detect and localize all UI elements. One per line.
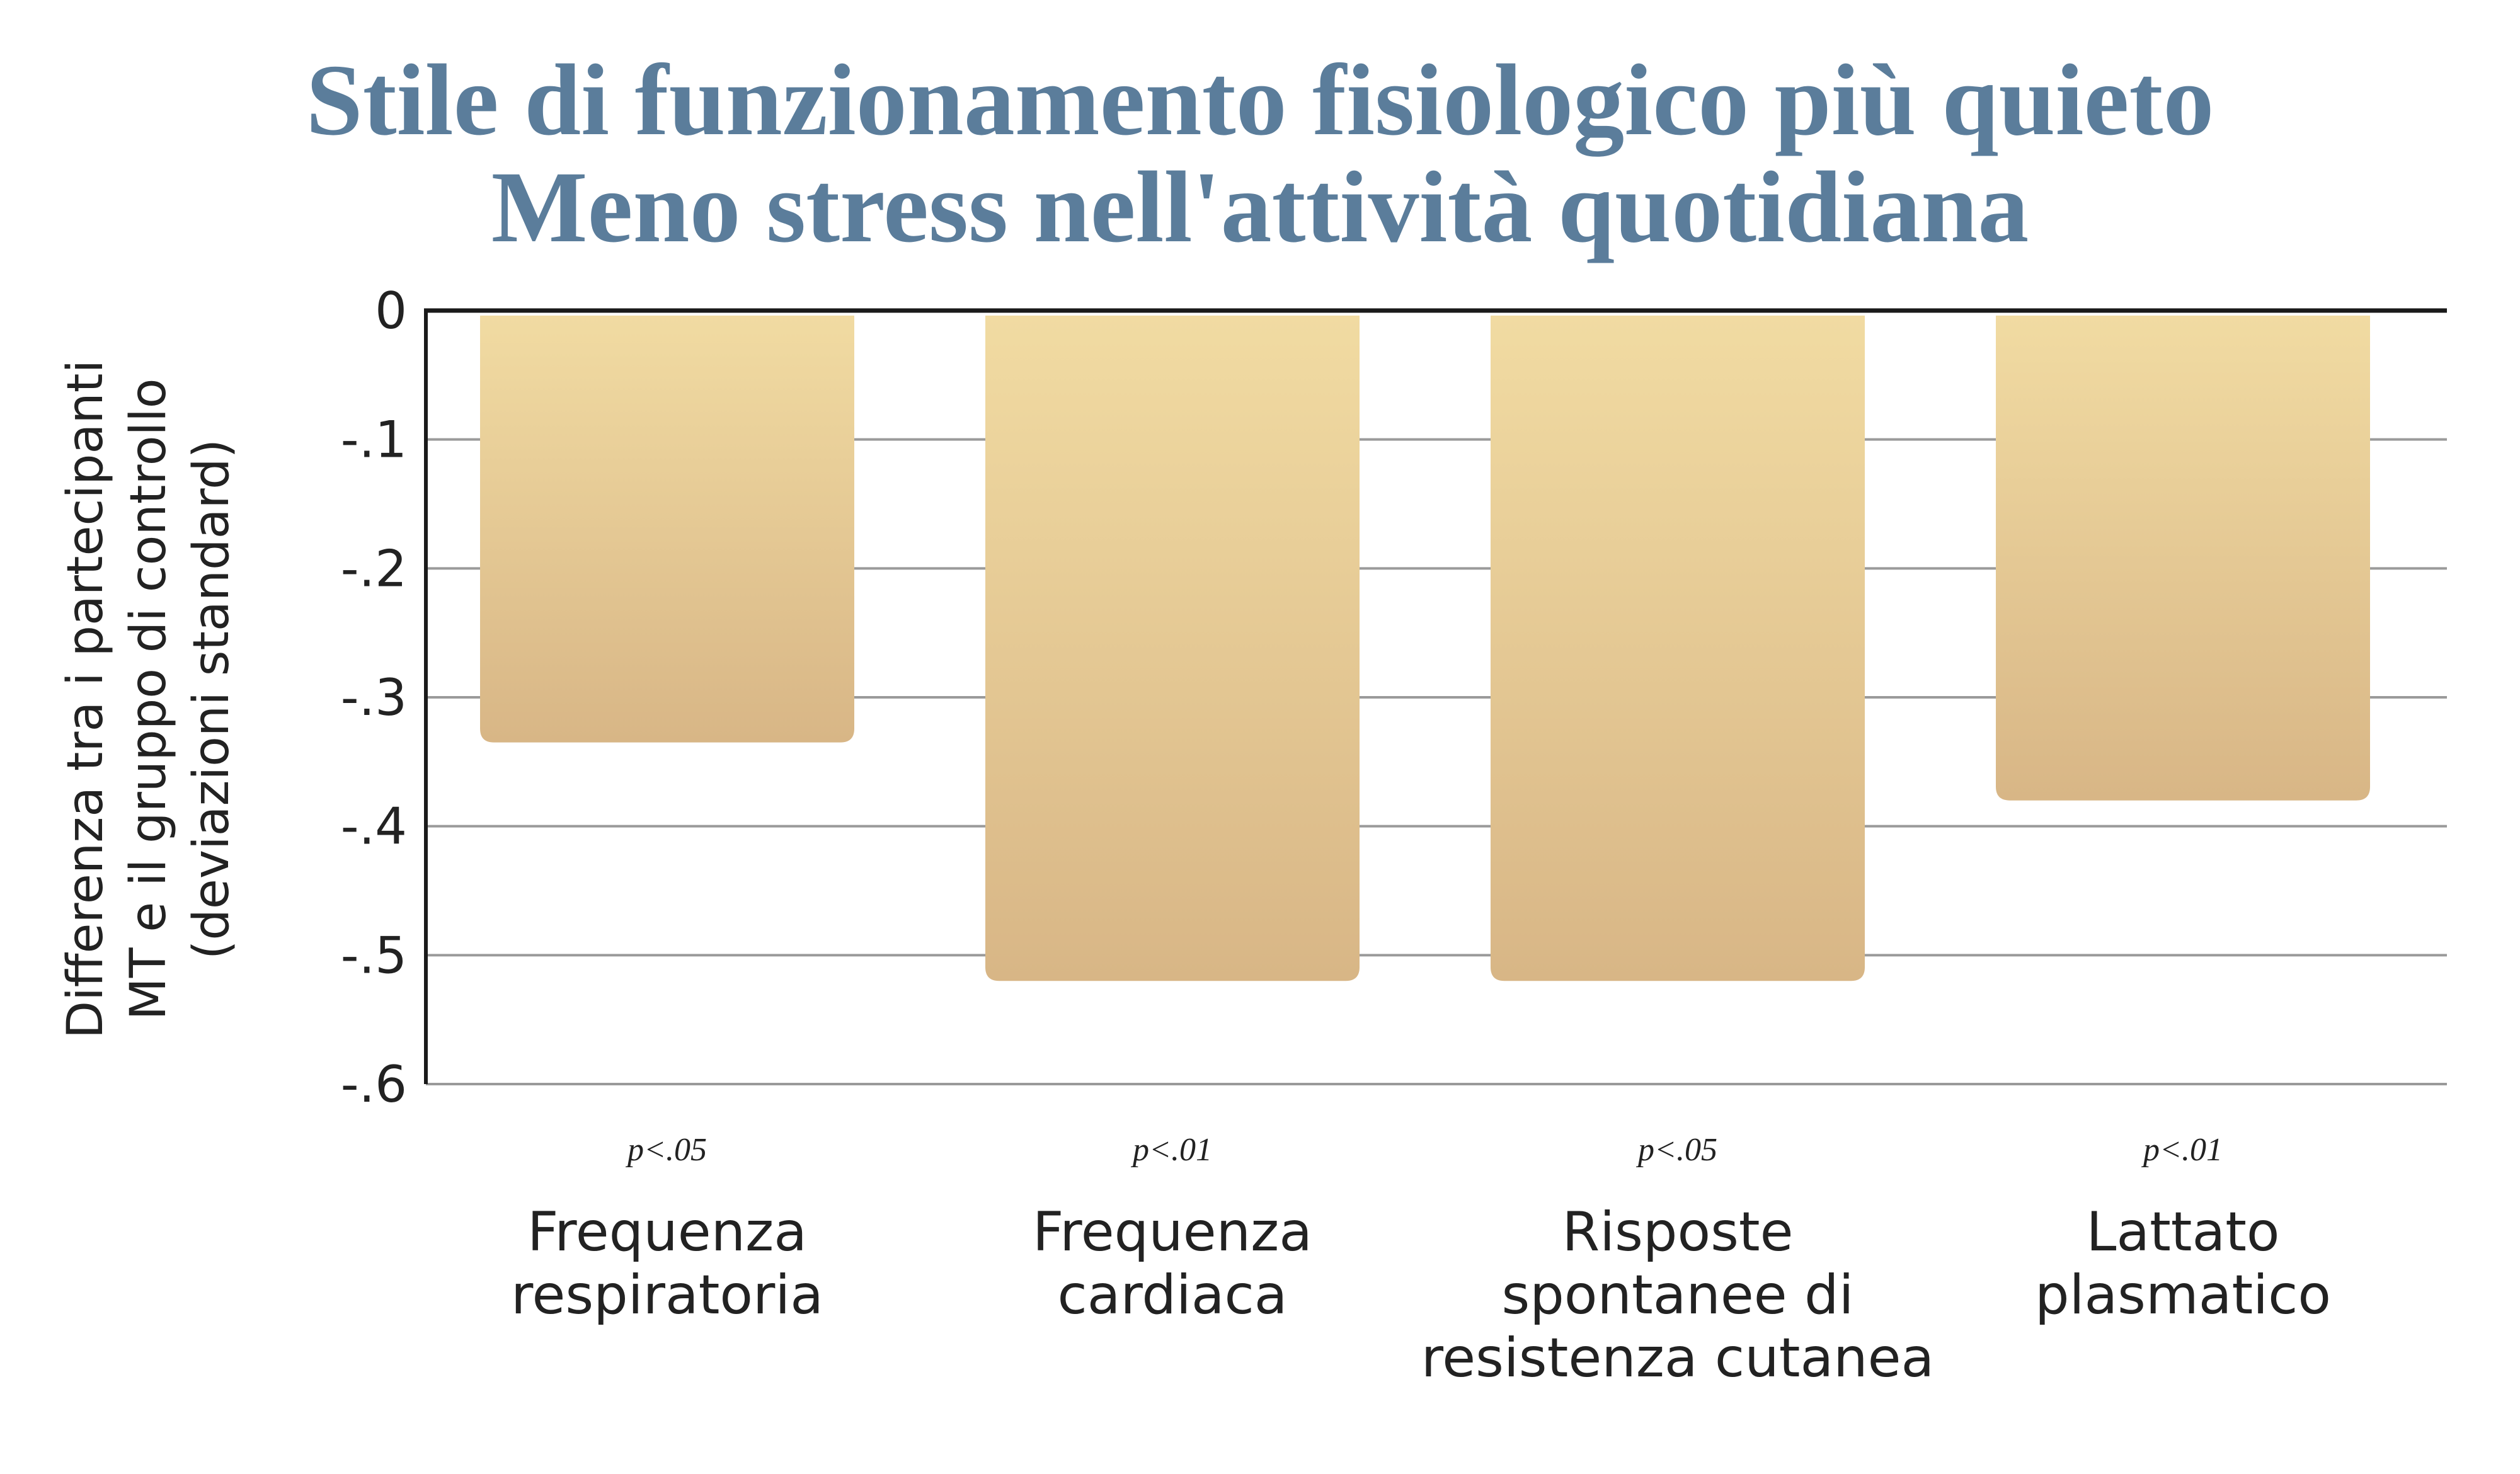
p-value-annotation: p<.05 [625, 1132, 707, 1168]
category-label: cardiaca [1058, 1264, 1288, 1327]
category-label: Frequenza [1033, 1201, 1312, 1264]
y-tick-label: -.1 [341, 411, 407, 469]
p-value-annotation: p<.01 [1130, 1132, 1212, 1168]
category-label: spontanee di [1501, 1264, 1853, 1327]
category-label: plasmatico [2035, 1264, 2331, 1327]
y-tick-label: 0 [375, 282, 407, 340]
y-axis-label-line: MT e il gruppo di controllo [120, 379, 177, 1020]
y-axis-label: Differenza tra i partecipanti MT e il gru… [57, 360, 240, 1039]
category-label: resistenza cutanea [1421, 1327, 1935, 1390]
y-tick-label: -.4 [341, 797, 407, 856]
bar [985, 316, 1360, 981]
chart-title-line-2: Meno stress nell'attività quotidiana [491, 151, 2029, 264]
chart-title-line-1: Stile di funzionamento fisiologico più q… [306, 44, 2214, 157]
p-value-annotation: p<.01 [2141, 1132, 2223, 1168]
category-label: respiratoria [511, 1264, 823, 1327]
y-tick-label: -.2 [341, 539, 407, 598]
bar [1996, 316, 2370, 801]
y-tick-label: -.6 [341, 1055, 407, 1114]
y-tick-label: -.5 [341, 926, 407, 985]
y-axis-label-line: (deviazioni standard) [183, 439, 240, 959]
y-tick-label: -.3 [341, 668, 407, 727]
category-label: Frequenza [527, 1201, 807, 1264]
p-value-annotation: p<.05 [1635, 1132, 1717, 1168]
category-label: Risposte [1562, 1201, 1793, 1264]
bar [480, 316, 854, 743]
bar [1491, 316, 1865, 981]
category-label: Lattato [2086, 1201, 2279, 1264]
y-axis-label-line: Differenza tra i partecipanti [57, 360, 114, 1039]
